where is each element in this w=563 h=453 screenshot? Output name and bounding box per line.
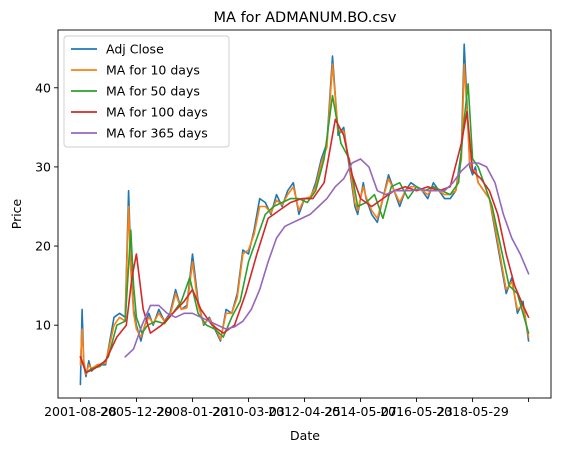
legend-label: MA for 50 days bbox=[106, 84, 200, 99]
y-tick-label: 40 bbox=[35, 80, 51, 95]
x-tick-label: 2018-05-29 bbox=[436, 404, 509, 419]
y-tick-label: 10 bbox=[35, 318, 51, 333]
legend-label: MA for 100 days bbox=[106, 105, 208, 120]
y-tick-label: 20 bbox=[35, 239, 51, 254]
legend-label: MA for 10 days bbox=[106, 63, 200, 78]
legend: Adj Close MA for 10 days MA for 50 days MA … bbox=[64, 36, 229, 147]
y-axis-label: Price bbox=[9, 198, 24, 229]
chart-title: MA for ADMANUM.BO.csv bbox=[214, 10, 397, 26]
legend-label: Adj Close bbox=[106, 42, 164, 57]
y-tick-label: 30 bbox=[35, 159, 51, 174]
x-axis-label: Date bbox=[290, 428, 320, 443]
legend-label: MA for 365 days bbox=[106, 126, 208, 141]
